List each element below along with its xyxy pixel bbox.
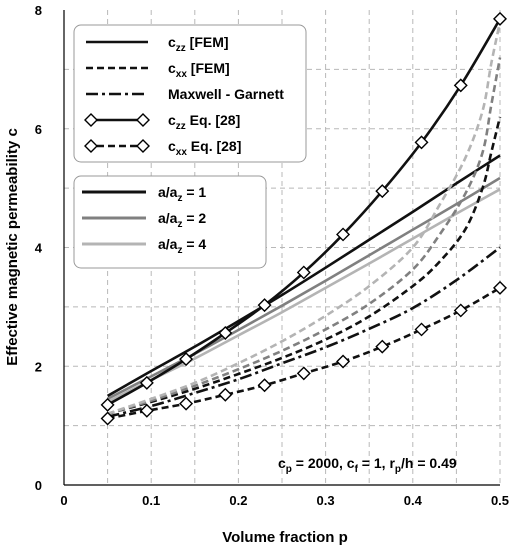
data-point-cxx-eq28 [493,280,507,295]
data-point-czz-eq28 [139,375,154,390]
series-czz-fem-aspect-1 [106,154,501,398]
data-point-czz-eq28 [179,352,194,367]
data-point-cxx-eq28 [139,403,154,418]
x-tick-label: 0.3 [317,493,335,508]
series-group [100,11,507,426]
legend-label: czz Eq. [28] [168,112,240,132]
legend-label: cxx [FEM] [168,60,230,80]
legend-marker [84,113,98,127]
series-czz-fem-aspect-4 [107,188,501,404]
legend-marker [136,139,150,153]
series-cxx-fem-aspect-2 [107,57,502,415]
data-point-czz-eq28 [336,227,351,242]
data-point-cxx-eq28 [414,322,429,337]
series-czz-fem-aspect-2 [107,176,501,401]
legend-marker [136,113,150,127]
legend-label: a/az = 4 [158,236,206,256]
series-cxx-eq28 [107,286,501,420]
x-tick-label: 0.2 [229,493,247,508]
x-tick-label: 0.4 [404,493,423,508]
data-point-cxx-eq28 [375,339,390,354]
data-point-czz-eq28 [493,11,507,26]
legend-label: a/az = 1 [158,184,206,204]
y-tick-label: 2 [35,359,42,374]
axes [63,10,500,486]
y-tick-label: 4 [35,241,43,256]
data-point-czz-eq28 [414,135,429,150]
legend-label: czz [FEM] [168,34,229,54]
data-point-czz-eq28 [257,298,272,313]
legend-marker [84,139,98,153]
x-tick-label: 0.1 [142,493,160,508]
data-point-czz-eq28 [453,78,468,93]
tick-labels: 0 0.1 0.2 0.3 0.4 0.5 0 2 4 6 8 [35,3,509,508]
data-point-czz-eq28 [100,397,115,412]
series-maxwell-garnett [107,246,501,418]
x-axis-title: Volume fraction p [222,529,348,546]
legend-label: a/az = 2 [158,210,206,230]
legend-aspect-ratio: a/az = 1 a/az = 2 a/az = 4 [73,175,267,269]
legend-label: cxx Eq. [28] [168,138,241,158]
data-point-czz-eq28 [296,265,311,280]
parameter-annotation: cp = 2000, cf = 1, rp/h = 0.49 [278,455,457,475]
data-point-cxx-eq28 [218,387,233,402]
legend-label: Maxwell - Garnett [168,86,284,102]
data-point-czz-eq28 [218,326,233,340]
y-tick-label: 6 [35,122,42,137]
legend-box [73,24,307,163]
data-point-cxx-eq28 [100,411,115,426]
legend-line-style: czz [FEM] cxx [FEM] Maxwell - Garnett czz E… [73,24,307,163]
data-point-cxx-eq28 [453,303,468,318]
y-tick-label: 0 [35,478,42,493]
data-point-cxx-eq28 [296,366,311,381]
data-point-cxx-eq28 [179,396,194,411]
y-tick-label: 8 [35,3,42,18]
series-cxx-fem-aspect-1 [107,116,502,416]
data-point-cxx-eq28 [257,378,272,393]
data-point-czz-eq28 [375,184,390,199]
y-axis-title: Effective magnetic permeability c [4,128,21,366]
x-tick-label: 0.5 [491,493,509,508]
series-cxx-fem-aspect-4 [107,21,502,415]
data-point-cxx-eq28 [336,354,351,369]
x-tick-label: 0 [60,493,67,508]
